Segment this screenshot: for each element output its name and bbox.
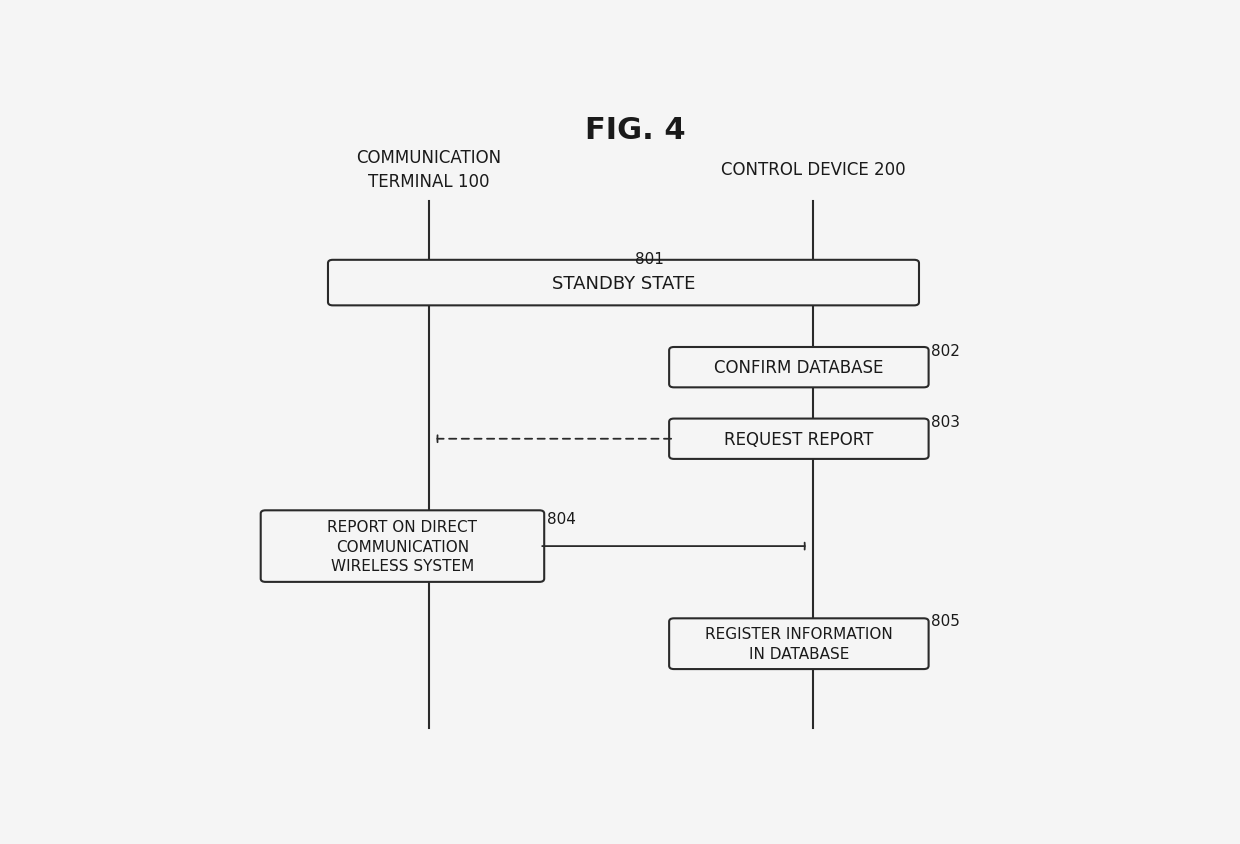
Text: FIG. 4: FIG. 4	[585, 116, 686, 145]
Text: REGISTER INFORMATION
IN DATABASE: REGISTER INFORMATION IN DATABASE	[706, 626, 893, 662]
Text: 803: 803	[931, 415, 961, 430]
FancyBboxPatch shape	[670, 348, 929, 388]
FancyBboxPatch shape	[260, 511, 544, 582]
Text: REQUEST REPORT: REQUEST REPORT	[724, 430, 873, 448]
Text: STANDBY STATE: STANDBY STATE	[552, 274, 696, 292]
Text: 802: 802	[931, 344, 960, 359]
Text: COMMUNICATION
TERMINAL 100: COMMUNICATION TERMINAL 100	[356, 149, 501, 190]
Text: 805: 805	[931, 614, 960, 629]
Text: 804: 804	[547, 511, 575, 526]
FancyBboxPatch shape	[670, 619, 929, 669]
FancyBboxPatch shape	[327, 261, 919, 306]
Text: REPORT ON DIRECT
COMMUNICATION
WIRELESS SYSTEM: REPORT ON DIRECT COMMUNICATION WIRELESS …	[327, 519, 477, 574]
Text: CONFIRM DATABASE: CONFIRM DATABASE	[714, 359, 884, 376]
Text: 801: 801	[635, 252, 665, 267]
FancyBboxPatch shape	[670, 419, 929, 459]
Text: CONTROL DEVICE 200: CONTROL DEVICE 200	[720, 160, 905, 179]
